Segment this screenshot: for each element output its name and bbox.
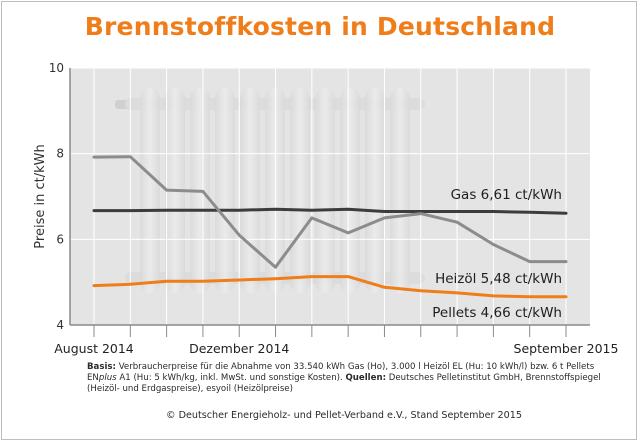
radiator-fin [140,88,160,293]
chart-footnote: Basis: Verbraucherpreise für die Abnahme… [87,362,607,396]
basis-text: Verbraucherpreise für die Abnahme von 33… [87,362,595,384]
radiator-fin [340,88,360,293]
series-line-gas [92,207,568,215]
radiator-fin [315,88,335,293]
series-line-pellets [92,275,568,299]
plus-text: plus [98,373,117,384]
chart-title: Brennstoffkosten in Deutschland [84,12,556,41]
sources-label: Quellen: [345,373,387,384]
radiator-fin [265,88,285,293]
series-label-heizl: Heizöl 5,48 ct/kWh [435,271,562,287]
x-tick-label: August 2014 [54,341,134,356]
y-axis-label: Preise in ct/kWh [33,144,48,248]
y-tick-label: 6 [56,232,64,246]
series-labels: Gas 6,61 ct/kWh Heizöl 5,48 ct/kWh Pellets… [432,187,562,321]
basis-text-2: A1 (Hu: 5 kWh/kg, inkl. MwSt. und sonsti… [116,373,346,384]
axes: 4 6 8 10 August 2014 Dezember 2014 September 2… [33,61,618,356]
radiator-fin [390,88,410,293]
grid-lines [70,67,590,325]
x-tick-label: Dezember 2014 [189,341,289,356]
y-tick-label: 10 [49,61,64,75]
series-label-pellets: Pellets 4,66 ct/kWh [432,305,562,321]
y-tick-label: 8 [56,147,64,161]
basis-label: Basis: [87,362,116,372]
radiator-fin [365,88,385,293]
copyright-notice: © Deutscher Energieholz- und Pellet-Verb… [166,410,522,421]
y-tick-label: 4 [56,318,64,332]
x-tick-label: September 2015 [514,341,619,356]
radiator-fin [290,88,310,293]
series-line-heizl [92,155,568,269]
series-label-gas: Gas 6,61 ct/kWh [451,187,562,203]
series-group [92,155,568,299]
sources-text: Deutsches Pelletinstitut GmbH, Brennstof… [87,373,601,395]
radiator-fin [240,88,260,293]
radiator-fin [215,88,235,293]
